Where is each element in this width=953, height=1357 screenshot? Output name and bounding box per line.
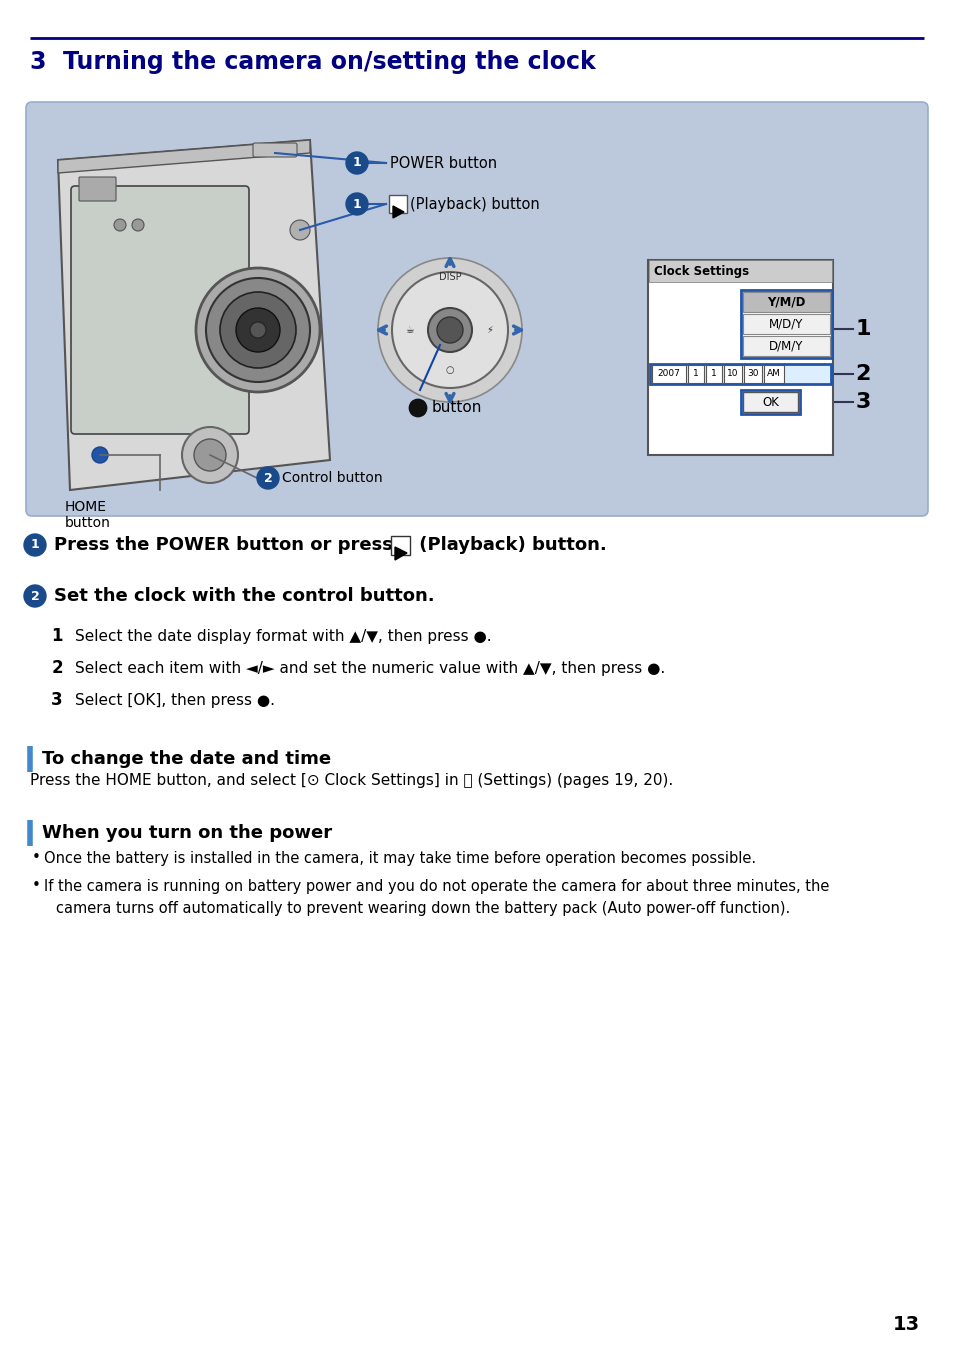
- Text: 1: 1: [854, 319, 870, 339]
- Circle shape: [235, 308, 280, 351]
- Text: ○: ○: [445, 365, 454, 375]
- FancyBboxPatch shape: [705, 365, 721, 383]
- Text: OK: OK: [761, 395, 778, 408]
- Circle shape: [24, 585, 46, 607]
- Text: ☕: ☕: [405, 324, 414, 335]
- FancyBboxPatch shape: [723, 365, 741, 383]
- Text: 1: 1: [693, 369, 699, 379]
- Text: To change the date and time: To change the date and time: [42, 750, 331, 768]
- FancyBboxPatch shape: [742, 292, 829, 312]
- Polygon shape: [393, 206, 403, 218]
- Text: D/M/Y: D/M/Y: [768, 339, 802, 353]
- Circle shape: [113, 218, 126, 231]
- FancyBboxPatch shape: [742, 313, 829, 334]
- Text: 1: 1: [710, 369, 716, 379]
- Circle shape: [193, 440, 226, 471]
- FancyBboxPatch shape: [649, 364, 830, 384]
- Text: Press the POWER button or press: Press the POWER button or press: [54, 536, 398, 554]
- Circle shape: [377, 258, 521, 402]
- Circle shape: [195, 267, 319, 392]
- Text: Clock Settings: Clock Settings: [654, 265, 748, 277]
- FancyBboxPatch shape: [648, 261, 831, 282]
- Text: •: •: [32, 878, 41, 893]
- Text: button: button: [432, 400, 482, 415]
- Text: Select [OK], then press ●.: Select [OK], then press ●.: [75, 692, 274, 707]
- Circle shape: [206, 278, 310, 383]
- Text: 1: 1: [353, 198, 361, 210]
- Text: 2: 2: [855, 364, 870, 384]
- Polygon shape: [395, 547, 407, 560]
- FancyBboxPatch shape: [71, 186, 249, 434]
- Text: When you turn on the power: When you turn on the power: [42, 824, 332, 841]
- FancyBboxPatch shape: [647, 261, 832, 455]
- Text: Set the clock with the control button.: Set the clock with the control button.: [54, 588, 435, 605]
- Text: 10: 10: [726, 369, 738, 379]
- Text: AM: AM: [766, 369, 781, 379]
- FancyBboxPatch shape: [763, 365, 783, 383]
- Text: camera turns off automatically to prevent wearing down the battery pack (Auto po: camera turns off automatically to preven…: [56, 901, 789, 916]
- Circle shape: [250, 322, 266, 338]
- Text: DISP: DISP: [438, 271, 461, 282]
- Text: 3: 3: [855, 392, 870, 413]
- Text: Control button: Control button: [282, 471, 382, 484]
- Text: 2: 2: [51, 660, 63, 677]
- Circle shape: [436, 318, 462, 343]
- FancyBboxPatch shape: [687, 365, 703, 383]
- Text: 3  Turning the camera on/setting the clock: 3 Turning the camera on/setting the cloc…: [30, 50, 595, 75]
- Text: 1: 1: [353, 156, 361, 170]
- Text: POWER button: POWER button: [390, 156, 497, 171]
- Text: 1: 1: [51, 627, 63, 645]
- FancyBboxPatch shape: [26, 102, 927, 516]
- Circle shape: [220, 292, 295, 368]
- Text: 1: 1: [30, 539, 39, 551]
- Text: 2007: 2007: [657, 369, 679, 379]
- Text: 3: 3: [51, 691, 63, 708]
- Circle shape: [182, 427, 237, 483]
- FancyBboxPatch shape: [651, 365, 685, 383]
- FancyBboxPatch shape: [389, 195, 407, 213]
- Text: If the camera is running on battery power and you do not operate the camera for : If the camera is running on battery powe…: [44, 878, 828, 893]
- FancyBboxPatch shape: [253, 142, 296, 157]
- FancyBboxPatch shape: [79, 176, 116, 201]
- Circle shape: [346, 193, 368, 214]
- Polygon shape: [58, 140, 310, 172]
- Circle shape: [392, 271, 507, 388]
- FancyBboxPatch shape: [743, 365, 761, 383]
- Text: 13: 13: [892, 1315, 919, 1334]
- Text: Select each item with ◄/► and set the numeric value with ▲/▼, then press ●.: Select each item with ◄/► and set the nu…: [75, 661, 664, 676]
- Text: HOME
button: HOME button: [65, 499, 111, 531]
- Text: Y/M/D: Y/M/D: [766, 296, 805, 308]
- Text: Select the date display format with ▲/▼, then press ●.: Select the date display format with ▲/▼,…: [75, 628, 491, 643]
- Text: (Playback) button: (Playback) button: [410, 197, 539, 212]
- Text: (Playback) button.: (Playback) button.: [413, 536, 606, 554]
- Circle shape: [346, 152, 368, 174]
- Text: Once the battery is installed in the camera, it may take time before operation b: Once the battery is installed in the cam…: [44, 851, 756, 866]
- Circle shape: [409, 399, 427, 417]
- FancyBboxPatch shape: [742, 337, 829, 356]
- Text: ⚡: ⚡: [486, 324, 493, 335]
- Polygon shape: [58, 140, 330, 490]
- Text: •: •: [32, 851, 41, 866]
- Text: M/D/Y: M/D/Y: [768, 318, 802, 331]
- Text: 2: 2: [30, 589, 39, 603]
- Circle shape: [290, 220, 310, 240]
- Circle shape: [256, 467, 278, 489]
- FancyBboxPatch shape: [742, 392, 797, 413]
- Text: 30: 30: [746, 369, 758, 379]
- Circle shape: [132, 218, 144, 231]
- Circle shape: [24, 535, 46, 556]
- Text: Press the HOME button, and select [⊙ Clock Settings] in 💼 (Settings) (pages 19, : Press the HOME button, and select [⊙ Clo…: [30, 772, 673, 787]
- Circle shape: [428, 308, 472, 351]
- Circle shape: [91, 446, 108, 463]
- Text: 2: 2: [263, 471, 273, 484]
- FancyBboxPatch shape: [391, 536, 410, 555]
